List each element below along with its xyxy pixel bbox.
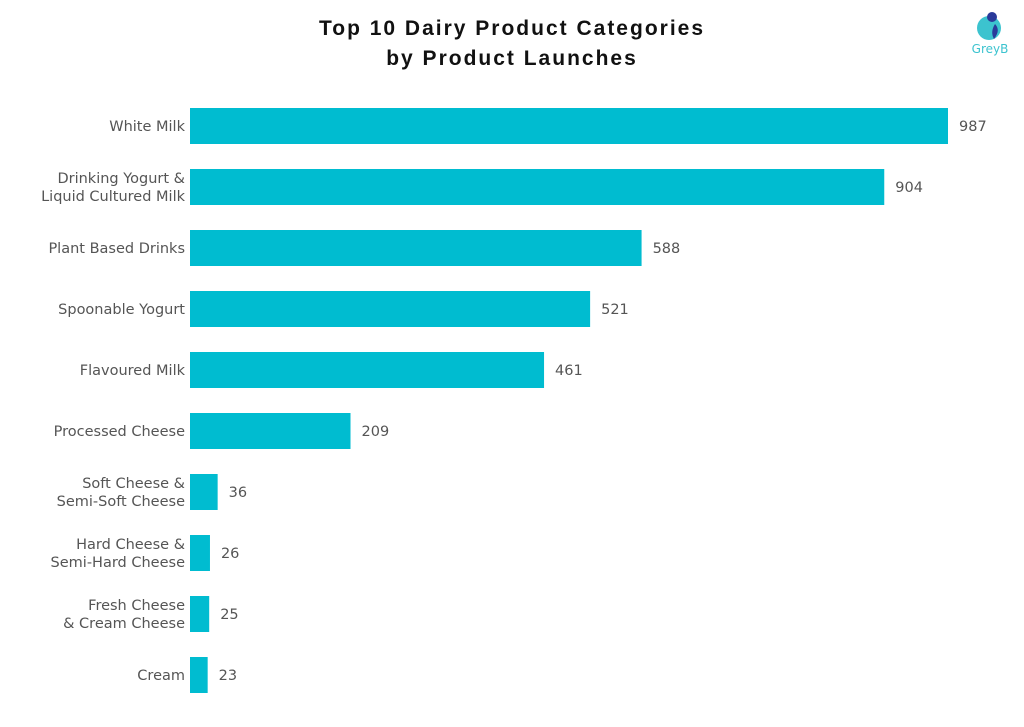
category-label: & Cream Cheese — [63, 616, 185, 632]
data-label: 904 — [895, 180, 923, 196]
bar — [190, 413, 351, 449]
chart-title: Top 10 Dairy Product Categories by Produ… — [0, 14, 1024, 74]
data-label: 588 — [653, 241, 681, 257]
greyb-logo: GreyB — [968, 8, 1012, 62]
bar — [190, 352, 545, 388]
bar — [190, 596, 210, 632]
category-label: Semi-Soft Cheese — [57, 494, 185, 510]
category-label: Soft Cheese & — [82, 476, 185, 492]
data-label: 209 — [362, 424, 390, 440]
category-label: Processed Cheese — [54, 424, 185, 440]
data-label: 26 — [221, 546, 239, 562]
greyb-logo-text: GreyB — [971, 42, 1009, 56]
category-label: Spoonable Yogurt — [58, 302, 185, 318]
bar — [190, 230, 642, 266]
category-label: Semi-Hard Cheese — [51, 555, 186, 571]
bar — [190, 657, 208, 693]
chart-title-line-2: by Product Launches — [386, 47, 638, 70]
category-label: Cream — [137, 668, 185, 684]
category-label: Flavoured Milk — [80, 363, 186, 379]
bar — [190, 474, 218, 510]
category-label: Hard Cheese & — [76, 537, 185, 553]
bar — [190, 108, 948, 144]
data-label: 23 — [219, 668, 237, 684]
data-label: 36 — [229, 485, 247, 501]
bar — [190, 169, 885, 205]
bar — [190, 291, 591, 327]
bar — [190, 535, 210, 571]
data-label: 521 — [601, 302, 629, 318]
category-label: Liquid Cultured Milk — [41, 189, 186, 205]
chart-title-line-1: Top 10 Dairy Product Categories — [318, 17, 706, 40]
data-label: 461 — [555, 363, 583, 379]
data-label: 987 — [959, 119, 987, 135]
data-label: 25 — [220, 607, 238, 623]
greyb-logo-icon — [977, 12, 1001, 40]
category-label: Drinking Yogurt & — [57, 171, 185, 187]
category-label: Fresh Cheese — [88, 598, 185, 614]
category-label: Plant Based Drinks — [48, 241, 185, 257]
category-label: White Milk — [109, 119, 185, 135]
